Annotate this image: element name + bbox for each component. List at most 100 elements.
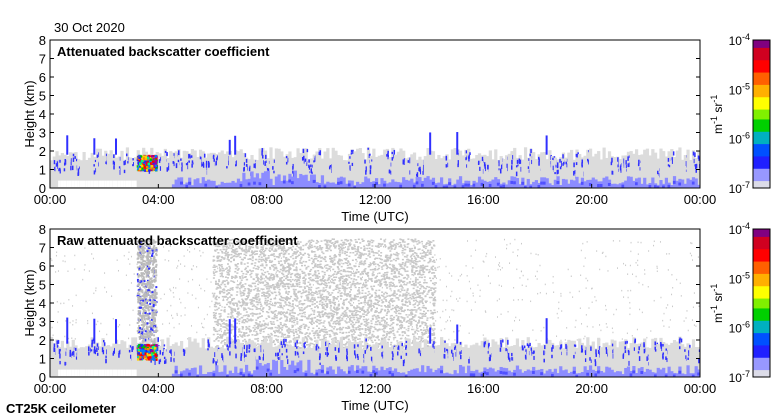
noise-pixel [219,260,222,262]
noise-pixel [394,259,397,262]
noise-pixel [273,276,276,278]
noise-pixel [273,275,276,277]
noise-pixel [414,284,417,286]
noise-pixel [303,311,306,314]
aerosol-layer-column [480,155,484,188]
noise-pixel [359,315,362,317]
noise-pixel [213,266,216,268]
noise-pixel [351,259,354,262]
noise-pixel [433,244,436,247]
noise-pixel [299,300,302,302]
noise-pixel [364,292,367,294]
noise-pixel [287,287,290,290]
noise-pixel [352,326,355,329]
noise-pixel [390,341,393,344]
noise-pixel [368,336,371,338]
backscatter-pixel [308,159,310,163]
noise-pixel [335,276,338,279]
noise-pixel [284,323,287,326]
clear-gap [101,180,105,188]
noise-pixel [280,282,283,285]
backscatter-pixel [253,163,256,168]
noise-pixel [383,316,386,319]
noise-pixel [274,326,277,329]
noise-pixel [302,244,305,247]
noise-pixel [220,243,223,246]
noise-pixel [312,240,315,242]
noise-pixel [213,340,216,342]
surface-layer-pixel [461,185,465,188]
noise-pixel [269,261,272,263]
noise-pixel [389,243,392,246]
noise-pixel [251,262,254,265]
noise-pixel [296,250,299,252]
noise-pixel [369,331,372,334]
noise-pixel [410,257,413,260]
noise-pixel [272,330,275,332]
noise-pixel [252,327,255,329]
noise-pixel [245,252,248,254]
noise-pixel [299,253,302,255]
noise-pixel [218,347,221,350]
noise-pixel [318,300,321,303]
noise-pixel [284,302,287,304]
noise-pixel [234,277,237,279]
noise-pixel [414,320,417,323]
noise-pixel [423,255,426,258]
noise-pixel [278,262,281,265]
x-tick-label: 00:00 [684,192,717,207]
noise-pixel [332,279,335,282]
surface-layer-column [345,183,349,188]
noise-pixel [357,289,360,291]
noise-pixel [265,323,268,326]
noise-pixel [369,278,372,280]
noise-pixel [414,314,417,317]
noise-pixel [280,299,283,302]
noise-pixel [298,283,301,286]
noise-pixel [316,305,319,307]
noise-pixel [341,307,344,310]
aerosol-layer-column [85,159,89,188]
noise-pixel [218,291,221,294]
noise-pixel [223,306,226,309]
noise-pixel [350,329,353,331]
noise-pixel [420,336,423,338]
noise-pixel [426,340,429,342]
noise-pixel [214,297,217,300]
noise-pixel [381,339,384,341]
noise-pixel [255,308,258,310]
noise-pixel [212,272,215,274]
backscatter-pixel [266,167,269,171]
spike [93,138,96,155]
surface-layer-column [686,178,690,188]
noise-pixel [348,291,351,293]
noise-pixel [323,334,326,336]
aerosol-layer-column [104,150,108,188]
noise-pixel [236,312,239,315]
noise-pixel [394,267,397,270]
noise-pixel [275,294,278,297]
noise-pixel [304,335,307,338]
noise-pixel [247,307,250,309]
noise-pixel [279,246,282,249]
noise-pixel [360,322,363,325]
surface-layer-column [342,177,346,188]
noise-pixel [338,255,341,257]
noise-pixel [425,245,428,248]
backscatter-pixel [671,157,674,161]
noise-pixel [368,332,371,335]
noise-pixel [336,322,339,325]
noise-pixel [413,284,416,287]
noise-pixel [324,312,327,315]
noise-pixel [310,307,313,310]
noise-pixel [231,244,234,247]
noise-pixel [374,245,377,247]
noise-pixel [249,269,252,272]
noise-pixel [231,299,234,301]
colorbar-cell [753,173,770,177]
noise-pixel [246,265,249,268]
noise-pixel [365,319,368,321]
noise-pixel [384,280,387,283]
noise-pixel [343,282,346,285]
noise-pixel [349,298,352,301]
